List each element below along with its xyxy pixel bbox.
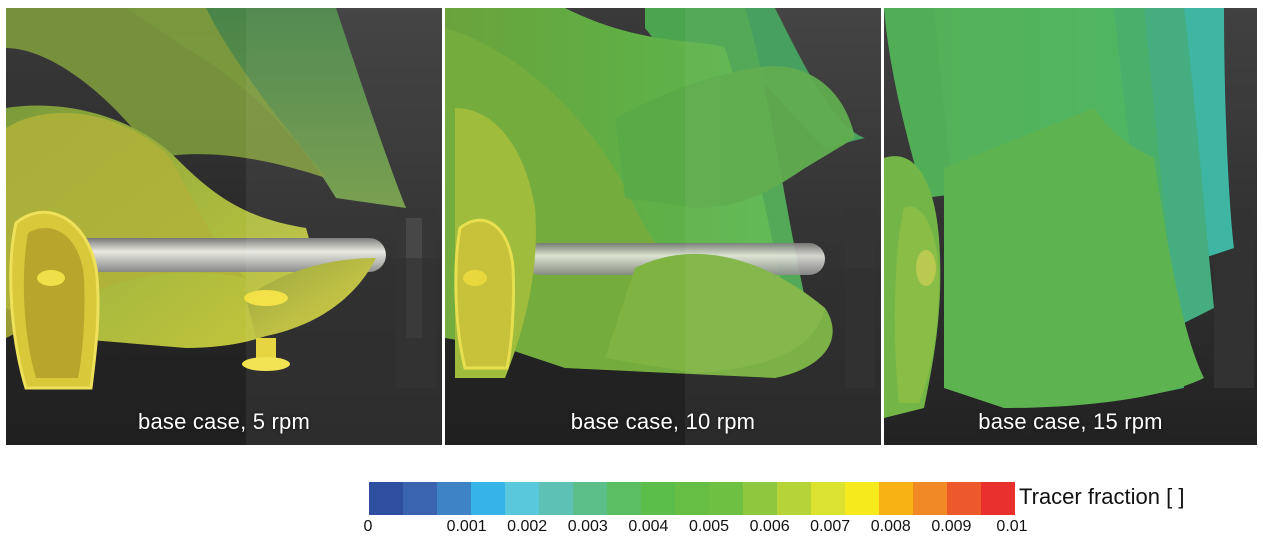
colorbar-swatch (437, 482, 471, 515)
colorbar-tick-label: 0.003 (567, 518, 608, 535)
colorbar-swatch (777, 482, 811, 515)
panel-label: base case, 15 rpm (978, 409, 1163, 434)
colorbar-swatch (709, 482, 743, 515)
colorbar-swatch (369, 482, 403, 515)
colorbar-swatch (845, 482, 879, 515)
colorbar-swatch (879, 482, 913, 515)
colorbar-swatch (675, 482, 709, 515)
color-scale-bar (369, 482, 1015, 515)
simulation-panels: base case, 5 rpm (6, 8, 1257, 445)
colorbar-swatch (913, 482, 947, 515)
colorbar-tick-label: 0.004 (628, 518, 669, 535)
isosurface-render-15rpm (884, 8, 1257, 445)
colorbar-swatch (641, 482, 675, 515)
colorbar-tick-label: 0.009 (931, 518, 972, 535)
panel-label: base case, 10 rpm (570, 409, 756, 434)
colorbar-tick-label: 0 (363, 518, 373, 535)
colorbar-tick-label: 0.005 (688, 518, 730, 535)
colorbar-tick-label: 0.002 (507, 518, 548, 535)
isosurface-render-5rpm (6, 8, 442, 445)
colorbar-tick-label: 0.01 (996, 518, 1028, 535)
colorbar-tick-label: 0.008 (870, 518, 911, 535)
isosurface-render-10rpm (445, 8, 881, 445)
colorbar-swatch (471, 482, 505, 515)
colorbar-swatch (981, 482, 1015, 515)
colorbar-title: Tracer fraction [ ] (1019, 484, 1185, 509)
colorbar-swatch (505, 482, 539, 515)
panel-15rpm: base case, 15 rpm (884, 8, 1257, 445)
colorbar-swatch (607, 482, 641, 515)
colorbar-tick-label: 0.001 (446, 518, 487, 535)
colorbar-ticks: 0 0.001 0.002 0.003 0.004 0.005 0.006 0.007 0.00… (363, 518, 1046, 538)
colorbar-swatch (811, 482, 845, 515)
colorbar-swatch (947, 482, 981, 515)
panel-10rpm: base case, 10 rpm (445, 8, 881, 445)
colorbar-tick-label: 0.006 (749, 518, 790, 535)
colorbar-swatch (743, 482, 777, 515)
colorbar-tick-label: 0.007 (810, 518, 851, 535)
colorbar-swatch (403, 482, 437, 515)
panel-label: base case, 5 rpm (138, 409, 310, 434)
colorbar-swatch (573, 482, 607, 515)
panel-5rpm: base case, 5 rpm (6, 8, 442, 445)
colorbar-swatch (539, 482, 573, 515)
